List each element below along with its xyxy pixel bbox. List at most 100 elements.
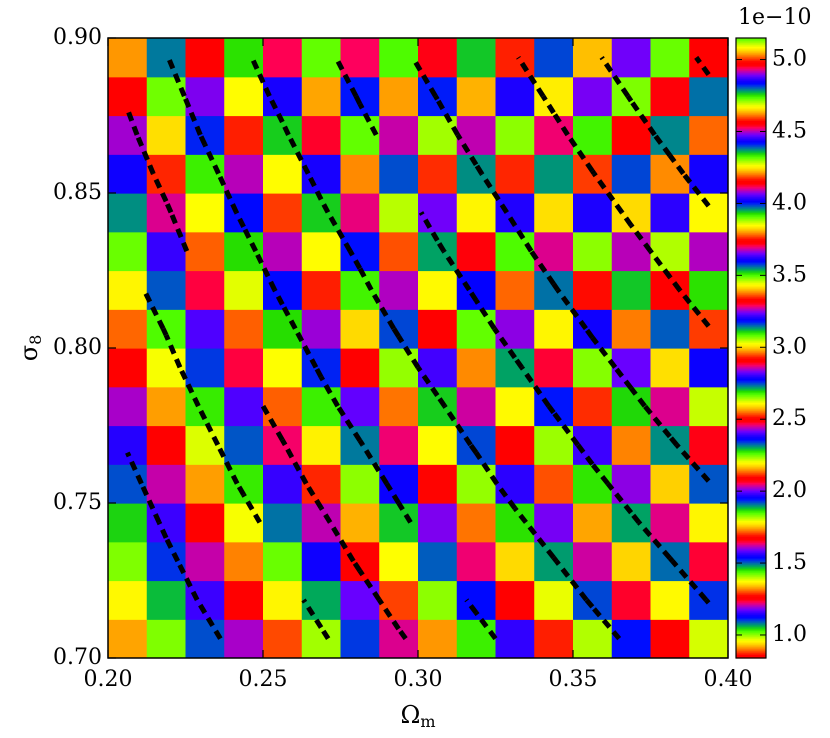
heatmap-cell	[418, 348, 458, 388]
heatmap-cell	[224, 425, 264, 465]
contour-line	[435, 394, 447, 408]
colorbar-segment	[736, 314, 766, 317]
contour-line	[160, 327, 169, 337]
colorbar-segment	[736, 366, 766, 369]
heatmap-cell	[573, 386, 613, 427]
colorbar-segment	[736, 586, 766, 589]
heatmap-cell	[534, 309, 574, 349]
heatmap-cell	[185, 348, 225, 388]
contour-line	[293, 327, 319, 369]
colorbar-segment	[736, 500, 766, 503]
heatmap-cell	[456, 76, 497, 117]
colorbar-segment	[736, 622, 766, 625]
contour-line	[369, 288, 396, 330]
colorbar-segment	[736, 534, 766, 537]
colorbar-segment	[736, 172, 766, 175]
contour-line	[584, 598, 595, 609]
colorbar-segment	[736, 244, 766, 247]
colorbar-segment	[736, 178, 766, 181]
contour-line	[636, 520, 672, 560]
colorbar-segment	[736, 334, 766, 337]
heatmap-cell	[418, 154, 458, 194]
contour-line	[681, 172, 711, 208]
colorbar-segment	[736, 514, 766, 517]
colorbar-segment	[736, 160, 766, 163]
contour-line	[667, 153, 686, 176]
heatmap-cell	[301, 193, 342, 233]
heatmap-cell	[456, 154, 497, 194]
colorbar-segment	[736, 310, 766, 313]
contour-line	[318, 198, 331, 214]
colorbar-segment	[736, 380, 766, 383]
heatmap-cell	[573, 76, 613, 117]
heatmap-cell	[650, 580, 690, 620]
colorbar-segment	[736, 286, 766, 289]
colorbar-segment	[736, 168, 766, 171]
colorbar-segment	[736, 426, 766, 429]
colorbar-segment	[736, 590, 766, 593]
heatmap-cell	[456, 541, 497, 582]
contour-line	[554, 559, 589, 602]
heatmap-cell	[611, 154, 652, 194]
contour-line	[235, 482, 246, 496]
colorbar-segment	[736, 336, 766, 339]
colorbar-segment	[736, 616, 766, 619]
heatmap-cell	[263, 580, 303, 620]
heatmap-cell	[340, 464, 380, 504]
colorbar-segment	[736, 80, 766, 83]
colorbar-segment	[736, 90, 766, 93]
colorbar-segment	[736, 496, 766, 499]
heatmap-cell	[611, 386, 652, 427]
colorbar-segment	[736, 296, 766, 299]
contour-line	[177, 366, 201, 408]
contour-line	[272, 288, 285, 306]
heatmap-cell	[418, 580, 458, 620]
heatmap-cell	[689, 193, 728, 233]
colorbar-segment	[736, 580, 766, 583]
contour-line	[442, 404, 473, 447]
colorbar-segment	[736, 274, 766, 277]
contour-line	[327, 521, 356, 563]
contour-line	[512, 506, 528, 524]
heatmap-cell	[611, 580, 652, 620]
colorbar-segment	[736, 398, 766, 401]
colorbar-segment	[736, 396, 766, 399]
contour-line	[551, 411, 580, 447]
heatmap-cell	[108, 231, 148, 272]
contour-line	[492, 327, 517, 360]
colorbar-segment	[736, 502, 766, 505]
heatmap-cell	[301, 270, 342, 310]
colorbar-tick-label: 1.0	[772, 622, 807, 647]
heatmap-cell	[185, 580, 225, 620]
colorbar-offset: 1e−10	[738, 5, 811, 30]
heatmap-cell	[146, 38, 187, 78]
colorbar-segment	[736, 108, 766, 111]
contour-line	[286, 133, 311, 175]
heatmap-cell	[495, 270, 535, 310]
heatmap-cell	[146, 270, 187, 310]
colorbar-segment	[736, 266, 766, 269]
colorbar-segment	[736, 400, 766, 403]
contour-line	[441, 249, 472, 292]
colorbar-segment	[736, 76, 766, 79]
heatmap-cell	[340, 115, 380, 155]
contour-line	[139, 482, 162, 524]
colorbar-segment	[736, 552, 766, 555]
contour-line	[474, 611, 498, 641]
colorbar-segment	[736, 532, 766, 535]
x-tick-label: 0.30	[394, 667, 443, 692]
colorbar-segment	[736, 252, 766, 255]
heatmap-cell	[340, 348, 380, 388]
heatmap-cell	[456, 464, 497, 504]
contour-line	[234, 211, 246, 229]
colorbar-segment	[736, 232, 766, 235]
colorbar-segment	[736, 126, 766, 129]
colorbar-segment	[736, 592, 766, 595]
colorbar-segment	[736, 280, 766, 283]
colorbar-segment	[736, 52, 766, 55]
axes: 0.20 0.25 0.30 0.35 0.40 0.70 0.75 0.80 0.85 0.90	[53, 25, 752, 692]
colorbar-segment	[736, 268, 766, 271]
contour-line	[304, 482, 324, 510]
contour-line	[590, 336, 618, 369]
colorbar-segment	[736, 652, 766, 655]
